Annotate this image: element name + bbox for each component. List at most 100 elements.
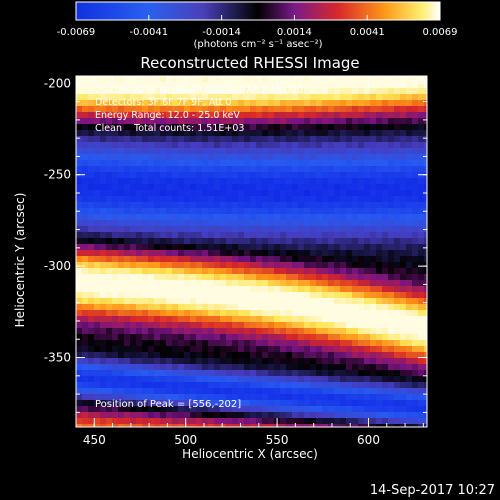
image-pixel	[376, 202, 383, 209]
image-pixel	[196, 388, 203, 395]
image-pixel	[100, 274, 107, 281]
image-pixel	[154, 130, 161, 137]
image-pixel	[106, 136, 113, 143]
image-pixel	[76, 316, 83, 323]
image-pixel	[418, 160, 425, 167]
image-pixel	[94, 262, 101, 269]
image-pixel	[82, 298, 89, 305]
image-pixel	[172, 406, 179, 413]
image-pixel	[256, 310, 263, 317]
image-pixel	[376, 208, 383, 215]
image-pixel	[184, 244, 191, 251]
image-pixel	[100, 172, 107, 179]
image-pixel	[160, 418, 167, 425]
image-pixel	[370, 250, 377, 257]
image-pixel	[136, 394, 143, 401]
image-pixel	[202, 232, 209, 239]
image-pixel	[310, 274, 317, 281]
image-pixel	[394, 82, 401, 89]
image-pixel	[244, 412, 251, 419]
image-pixel	[238, 322, 245, 329]
image-pixel	[184, 406, 191, 413]
image-pixel	[382, 118, 389, 125]
image-pixel	[382, 286, 389, 293]
image-pixel	[388, 364, 395, 371]
image-pixel	[268, 400, 275, 407]
image-pixel	[196, 316, 203, 323]
image-pixel	[232, 88, 239, 95]
image-pixel	[286, 418, 293, 425]
image-pixel	[268, 250, 275, 257]
image-pixel	[418, 358, 425, 365]
image-pixel	[190, 418, 197, 425]
image-pixel	[190, 118, 197, 125]
image-pixel	[148, 88, 155, 95]
image-pixel	[298, 202, 305, 209]
image-pixel	[382, 358, 389, 365]
image-pixel	[178, 148, 185, 155]
image-pixel	[262, 160, 269, 167]
image-pixel	[190, 190, 197, 197]
image-pixel	[100, 400, 107, 407]
image-pixel	[406, 220, 413, 227]
image-pixel	[370, 148, 377, 155]
image-pixel	[358, 88, 365, 95]
image-pixel	[322, 364, 329, 371]
image-pixel	[130, 424, 137, 427]
image-pixel	[358, 274, 365, 281]
image-pixel	[196, 220, 203, 227]
image-pixel	[250, 340, 257, 347]
image-pixel	[154, 238, 161, 245]
plot-frame	[75, 75, 428, 428]
image-pixel	[388, 100, 395, 107]
image-pixel	[340, 76, 347, 83]
image-pixel	[88, 142, 95, 149]
image-pixel	[418, 148, 425, 155]
image-pixel	[88, 112, 95, 119]
image-pixel	[154, 268, 161, 275]
image-pixel	[298, 292, 305, 299]
image-pixel	[400, 376, 407, 383]
image-pixel	[172, 376, 179, 383]
image-pixel	[112, 292, 119, 299]
image-pixel	[274, 412, 281, 419]
image-pixel	[184, 328, 191, 335]
image-pixel	[202, 142, 209, 149]
image-pixel	[172, 124, 179, 131]
image-pixel	[160, 412, 167, 419]
image-pixel	[304, 238, 311, 245]
image-pixel	[382, 406, 389, 413]
image-pixel	[124, 124, 131, 131]
image-pixel	[280, 262, 287, 269]
image-pixel	[328, 394, 335, 401]
image-pixel	[244, 184, 251, 191]
image-pixel	[202, 148, 209, 155]
image-pixel	[274, 214, 281, 221]
image-pixel	[172, 358, 179, 365]
image-pixel	[76, 262, 83, 269]
image-pixel	[238, 184, 245, 191]
image-pixel	[124, 340, 131, 347]
image-pixel	[406, 166, 413, 173]
image-pixel	[256, 178, 263, 185]
image-pixel	[148, 298, 155, 305]
image-pixel	[214, 274, 221, 281]
image-pixel	[262, 346, 269, 353]
image-pixel	[82, 400, 89, 407]
image-pixel	[328, 316, 335, 323]
image-pixel	[406, 178, 413, 185]
image-pixel	[268, 346, 275, 353]
image-pixel	[238, 250, 245, 257]
image-pixel	[220, 166, 227, 173]
image-pixel	[136, 226, 143, 233]
image-pixel	[214, 166, 221, 173]
image-pixel	[160, 112, 167, 119]
image-pixel	[208, 94, 215, 101]
image-pixel	[178, 214, 185, 221]
image-pixel	[94, 172, 101, 179]
image-pixel	[382, 412, 389, 419]
image-pixel	[112, 184, 119, 191]
image-pixel	[394, 274, 401, 281]
image-pixel	[412, 274, 419, 281]
image-pixel	[412, 232, 419, 239]
